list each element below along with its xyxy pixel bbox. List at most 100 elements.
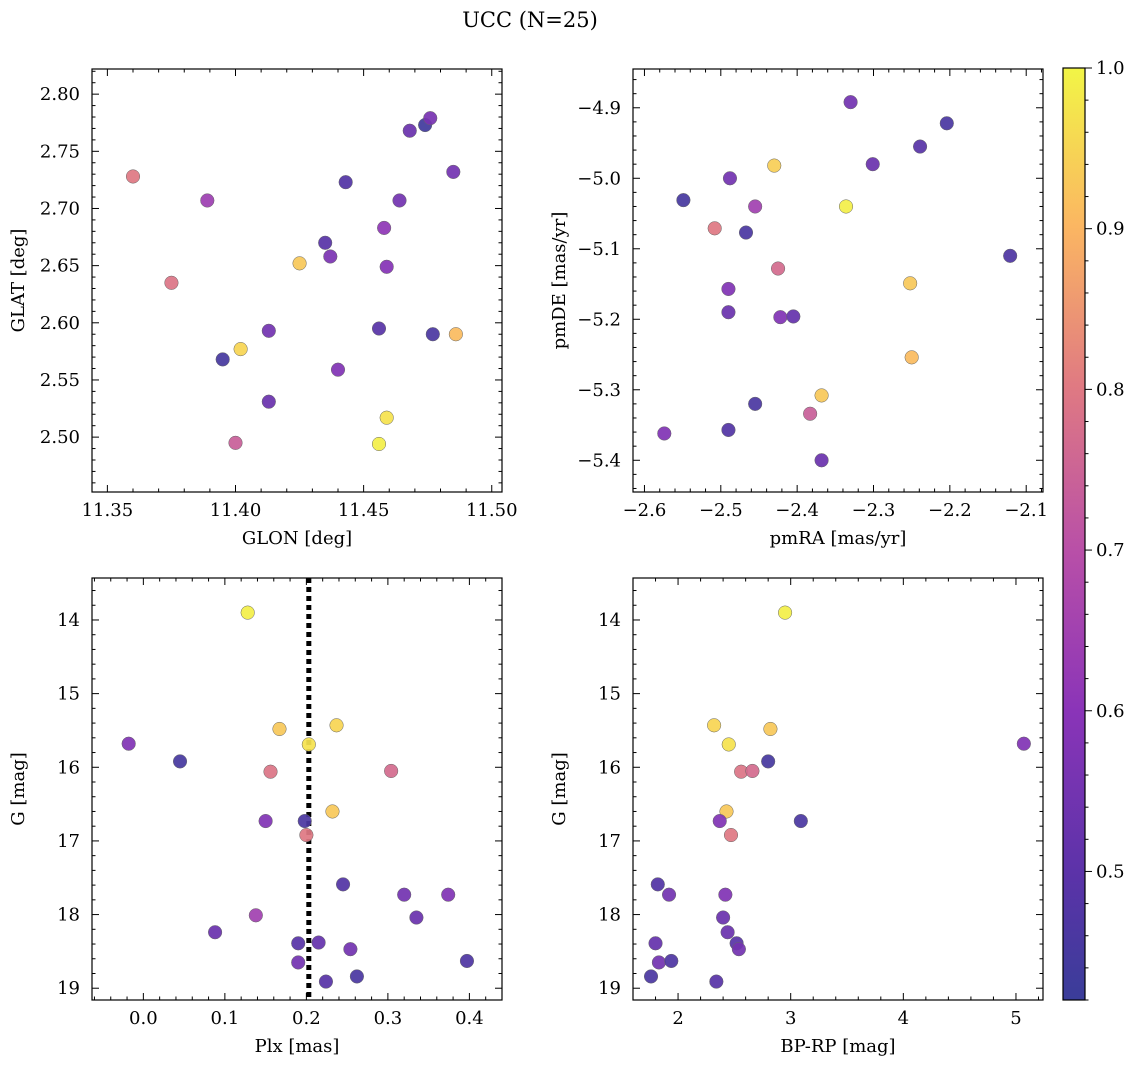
data-point [301,737,316,752]
data-point [291,936,306,951]
x-tick-label: 0.3 [374,1008,403,1029]
data-point [311,935,326,950]
colorbar-tick-label: 1.0 [1096,58,1125,79]
x-tick-label: 5 [1010,1008,1021,1029]
y-tick-label: 2.55 [40,370,80,391]
data-point [338,175,353,190]
data-point [643,969,659,984]
y-tick-label: 14 [57,610,80,631]
x-tick-label: −2.1 [1004,500,1048,521]
data-point [676,193,691,208]
data-point [651,955,666,970]
data-point [349,969,364,984]
data-point [425,327,440,342]
y-tick-label: 19 [57,978,80,999]
data-point [261,394,276,409]
data-point [392,193,407,208]
data-point [650,877,665,892]
x-axis-label: Plx [mas] [255,1036,340,1057]
data-point [448,327,463,342]
data-point [745,763,760,779]
data-point [721,305,736,320]
data-point [240,605,255,620]
y-tick-label: 17 [598,831,621,852]
axes-frame [632,68,1044,493]
data-point [657,426,672,441]
x-axis-label: pmRA [mas/yr] [770,528,907,549]
y-tick-label: 15 [598,684,621,705]
x-tick-label: 0.4 [455,1008,484,1029]
scatter-panel-3: 0.0 0.1 0.2 0.3 0.4 14 15 16 17 18 19 Plx [mas] G [m… [8,577,503,1057]
data-point [1003,248,1018,263]
data-point [384,763,399,779]
data-point [865,157,880,172]
data-point [325,804,340,819]
y-tick-label: 2.65 [40,256,80,277]
data-point [814,453,829,468]
data-points [121,605,475,989]
x-tick-label: −2.5 [699,500,743,521]
y-tick-label: 18 [598,905,621,926]
data-point [318,974,333,989]
data-point [336,877,351,892]
x-tick-label: −2.3 [852,500,896,521]
y-tick-label: −4.9 [577,98,621,119]
data-point [441,887,456,902]
data-point [939,116,954,131]
y-tick-label: 2.50 [40,427,80,448]
y-axis-label: GLAT [deg] [8,229,29,333]
data-point [233,342,248,357]
y-tick-label: 2.75 [40,141,80,162]
data-point [793,813,808,829]
data-point [379,410,394,425]
x-tick-label: 11.45 [338,500,390,521]
data-point [707,221,722,236]
data-point [773,310,788,325]
data-point [738,225,754,240]
x-tick-label: 0.0 [129,1008,158,1029]
data-point [164,275,179,290]
data-point [771,261,786,276]
y-tick-label: 17 [57,831,80,852]
data-point [215,352,230,367]
data-point [778,605,793,620]
data-point [263,764,278,779]
data-point [377,220,392,235]
data-point [913,139,928,154]
y-tick-label: 2.60 [40,313,80,334]
figure-title: UCC (N=25) [462,8,598,32]
scatter-panel-2: −2.6 −2.5 −2.4 −2.3 −2.2 −2.1 −5.4 −5.3 −5.2 −5.1… [549,68,1048,549]
data-point [707,718,722,733]
x-tick-label: 11.40 [210,500,262,521]
data-point [763,721,778,737]
y-tick-label: 19 [598,978,621,999]
x-axis-label: BP-RP [mag] [780,1036,895,1057]
data-point [748,199,763,214]
x-tick-label: −2.2 [928,500,972,521]
x-tick-label: 4 [898,1008,909,1029]
data-point [814,388,829,403]
scatter-panel-4: 2 3 4 5 14 15 16 17 18 19 BP-RP [mag] G [mag] [549,577,1044,1057]
data-point [291,955,306,970]
data-point [423,111,438,126]
data-point [718,887,733,902]
data-point [292,256,307,271]
data-point [272,721,287,737]
data-point [379,259,394,274]
colorbar-tick-label: 0.7 [1096,540,1125,561]
data-point [397,887,412,902]
data-point [297,813,312,829]
colorbar-tick-label: 0.9 [1096,219,1125,240]
data-point [709,974,724,989]
data-point [721,281,736,297]
data-point [903,276,918,291]
data-point [318,235,333,250]
axes-frame [632,577,1044,1001]
data-point [721,422,736,438]
data-point [248,908,263,923]
data-point [330,362,346,377]
colorbar: 0.5 0.6 0.7 0.8 0.9 1.0 [1062,58,1125,1001]
axes-frame [91,68,503,493]
data-point [329,718,344,733]
